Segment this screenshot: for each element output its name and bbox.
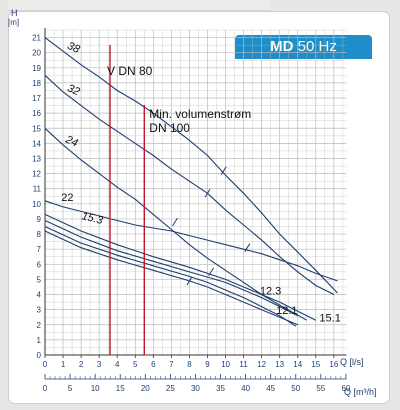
x-tick-label: 10 <box>221 360 230 369</box>
x-axis-label: Q [l/s] <box>340 357 364 367</box>
x-tick-label: 7 <box>169 360 174 369</box>
y-axis-label: H <box>11 8 18 18</box>
operating-point-marker <box>172 217 178 227</box>
curve-label-12-3: 12.3 <box>260 286 281 298</box>
y-tick-label: 20 <box>32 49 41 58</box>
curve-38 <box>44 37 338 294</box>
curve-labels: 38 32 24 22 15.3 12.3 12.1 15.1 <box>61 40 341 325</box>
curve-label-24: 24 <box>63 133 80 149</box>
x-tick-label: 4 <box>115 360 120 369</box>
y-tick-label: 1 <box>37 336 42 345</box>
x-tick-label: 5 <box>133 360 138 369</box>
limit-label-min-flow: Min. volumenstrøm <box>149 107 251 121</box>
x-tick-label: 9 <box>205 360 210 369</box>
y-tick-label: 10 <box>32 200 41 209</box>
curve-label-15-3: 15.3 <box>80 210 105 227</box>
y-axis-unit: [m] <box>8 18 19 27</box>
x-tick-label: 11 <box>239 360 248 369</box>
x2-tick-label: 10 <box>91 384 100 393</box>
top-strip <box>8 0 270 11</box>
x-tick-label: 8 <box>187 360 192 369</box>
x2-tick-label: 40 <box>241 384 250 393</box>
y-tick-label: 8 <box>37 230 42 239</box>
curve-label-12-1: 12.1 <box>276 305 297 317</box>
operating-point-marker <box>186 276 193 286</box>
curve-22 <box>44 200 338 282</box>
x2-tick-label: 25 <box>166 384 175 393</box>
y-tick-label: 5 <box>37 275 42 284</box>
curve-12-1 <box>44 230 299 326</box>
x2-tick-label: 45 <box>266 384 275 393</box>
x2-tick-label: 0 <box>43 384 48 393</box>
y-tick-label: 13 <box>32 154 41 163</box>
y-tick-label: 21 <box>32 34 41 43</box>
x2-tick-label: 55 <box>316 384 325 393</box>
y-tick-label: 2 <box>37 321 42 330</box>
y-tick-label: 17 <box>32 94 41 103</box>
x2-tick-label: 15 <box>116 384 125 393</box>
curve-15-3 <box>44 220 299 317</box>
operating-point-marker <box>220 166 227 175</box>
x2-axis-label: Q [m³/h] <box>344 387 377 397</box>
x2-tick-label: 50 <box>291 384 300 393</box>
x-tick-label: 15 <box>311 360 320 369</box>
x-tick-label: 12 <box>257 360 266 369</box>
x2-tick-label: 5 <box>68 384 73 393</box>
y-tick-label: 12 <box>32 170 41 179</box>
limit-label-vdn80: V DN 80 <box>107 64 153 78</box>
curve-12-3 <box>44 226 297 327</box>
operating-markers <box>172 166 251 286</box>
y-tick-label: 14 <box>32 139 41 148</box>
x-tick-label: 0 <box>43 360 48 369</box>
grid <box>45 29 347 355</box>
model-badge: MD 50 Hz <box>235 35 372 59</box>
y-tick-label: 19 <box>32 64 41 73</box>
curve-label-15-1: 15.1 <box>319 313 340 325</box>
y-tick-label: 0 <box>37 351 42 360</box>
limit-label-dn100: DN 100 <box>149 121 190 135</box>
badge-frequency: 50 Hz <box>297 38 337 55</box>
x2-tick-label: 30 <box>191 384 200 393</box>
badge-model: MD <box>270 38 294 55</box>
series-group <box>44 37 338 327</box>
y-tick-label: 18 <box>32 79 41 88</box>
y-tick-label: 4 <box>37 291 42 300</box>
y-tick-label: 11 <box>33 185 42 194</box>
x-tick-label: 2 <box>79 360 84 369</box>
y-tick-label: 15 <box>32 124 41 133</box>
x2-tick-label: 35 <box>216 384 225 393</box>
x-tick-label: 3 <box>97 360 102 369</box>
x2-tick-label: 20 <box>141 384 150 393</box>
x-tick-label: 16 <box>329 360 338 369</box>
y-tick-label: 6 <box>37 260 42 269</box>
x-tick-label: 1 <box>61 360 66 369</box>
y-tick-label: 7 <box>37 245 42 254</box>
curve-label-22: 22 <box>61 192 73 204</box>
operating-point-marker <box>208 267 215 277</box>
x-tick-label: 14 <box>293 360 302 369</box>
y-tick-label: 9 <box>37 215 42 224</box>
curve-15-1 <box>44 213 317 321</box>
operating-point-marker <box>204 188 211 198</box>
x2-tick-label: 60 <box>341 384 350 393</box>
y-tick-label: 16 <box>32 109 41 118</box>
y-tick-label: 3 <box>37 306 42 315</box>
x-tick-label: 6 <box>151 360 156 369</box>
chart-card <box>8 11 390 404</box>
operating-point-marker <box>244 243 251 252</box>
y-axis-title: H [m] <box>8 8 19 27</box>
curve-24 <box>44 127 308 321</box>
curve-label-32: 32 <box>65 82 81 98</box>
x-tick-label: 13 <box>275 360 284 369</box>
curve-label-38: 38 <box>65 40 82 56</box>
x-axis-labels: Q [l/s] Q [m³/h] <box>340 357 377 397</box>
